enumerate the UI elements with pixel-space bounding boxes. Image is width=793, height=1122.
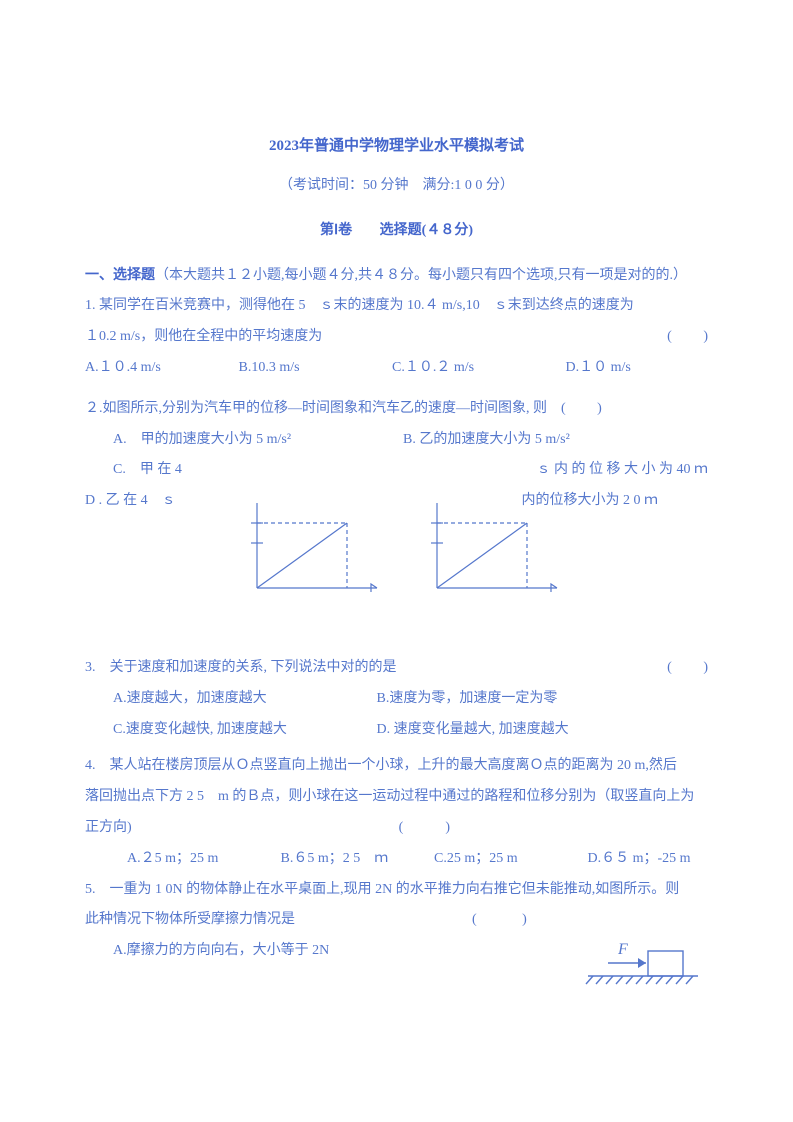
exam-page: 2023年普通中学物理学业水平模拟考试 （考试时间：50 分钟 满分:1 0 0… <box>0 0 793 1122</box>
q5-paren: ( ) <box>472 912 527 927</box>
q3-paren: ( ) <box>667 653 708 684</box>
q2-stem: ２.如图所示,分别为汽车甲的位移—时间图象和汽车乙的速度—时间图象, 则 ( ) <box>85 394 708 425</box>
q1-line2: １0.2 m/s，则他在全程中的平均速度为 ( ) <box>85 322 708 353</box>
q5-figure: F <box>578 936 708 1004</box>
q3-opt-d: D. 速度变化量越大, 加速度越大 <box>377 715 569 746</box>
q2-opt-c-right: ｓ 内 的 位 移 大 小 为 40 ｍ <box>537 455 709 486</box>
q2-opt-c-row: C. 甲 在 4 ｓ 内 的 位 移 大 小 为 40 ｍ <box>85 455 708 486</box>
q1-opt-c: C.１０.２ m/s <box>392 353 562 384</box>
instruction-bold: 一、选择题 <box>85 268 155 283</box>
q3-opts-ab: A.速度越大，加速度越大 B.速度为零，加速度一定为零 <box>85 684 708 715</box>
q5-opt-a: A.摩擦力的方向向右，大小等于 2N <box>85 936 578 967</box>
q4-l2: 落回抛出点下方 2 5 m 的Ｂ点，则小球在这一运动过程中通过的路程和位移分别为… <box>85 782 708 813</box>
q2-opt-b: B. 乙的加速度大小为 5 m/s² <box>403 425 570 456</box>
q5-l2: 此种情况下物体所受摩擦力情况是 <box>85 912 295 927</box>
q4-l1: 4. 某人站在楼房顶层从Ｏ点竖直向上抛出一个小球，上升的最大高度离Ｏ点的距离为 … <box>85 751 708 782</box>
q3-opt-c: C.速度变化越快, 加速度越大 <box>113 715 373 746</box>
graph-svg-right <box>407 493 567 603</box>
q3-opt-b: B.速度为零，加速度一定为零 <box>377 684 558 715</box>
q1-opt-a: A.１０.4 m/s <box>85 353 235 384</box>
q4-options: A.２5 m；25 m B.６5 m；2 5 ｍ C.25 m；25 m D.６… <box>85 844 708 875</box>
q3-stem: 3. 关于速度和加速度的关系, 下列说法中对的的是 <box>85 660 397 675</box>
q4-paren: ( ) <box>399 820 450 835</box>
graph-svg-left <box>227 493 387 603</box>
instruction-rest: （本大题共１２小题,每小题４分,共４８分。每小题只有四个选项,只有一项是对的的.… <box>155 268 687 283</box>
q1-opt-b: B.10.3 m/s <box>239 353 389 384</box>
q3-opt-a: A.速度越大，加速度越大 <box>113 684 373 715</box>
q3-opts-cd: C.速度变化越快, 加速度越大 D. 速度变化量越大, 加速度越大 <box>85 715 708 746</box>
q2-opt-ab: A. 甲的加速度大小为 5 m/s² B. 乙的加速度大小为 5 m/s² <box>85 425 708 456</box>
q2-opt-c-left: C. 甲 在 4 <box>85 455 233 486</box>
section-1-head: 第Ⅰ卷 选择题(４８分) <box>85 216 708 247</box>
q3-stem-row: 3. 关于速度和加速度的关系, 下列说法中对的的是 ( ) <box>85 653 708 684</box>
q4-opt-d: D.６５ m；-25 m <box>588 844 691 875</box>
q4-opt-b: B.６5 m；2 5 ｍ <box>281 844 431 875</box>
q1-opt-d: D.１０ m/s <box>566 353 631 384</box>
q4-l3-row: 正方向) ( ) <box>85 813 708 844</box>
q5-l1: 5. 一重为 1 0N 的物体静止在水平桌面上,现用 2N 的水平推力向右推它但… <box>85 875 708 906</box>
q1-paren: ( ) <box>667 322 708 353</box>
q1-options: A.１０.4 m/s B.10.3 m/s C.１０.２ m/s D.１０ m/… <box>85 353 708 384</box>
q5-l2-row: 此种情况下物体所受摩擦力情况是 ( ) <box>85 905 708 936</box>
section-1-head-a: 第Ⅰ卷 <box>320 223 352 238</box>
q2-graph-left <box>227 493 387 603</box>
q2-opt-a: A. 甲的加速度大小为 5 m/s² <box>113 425 403 456</box>
q1-line2-text: １0.2 m/s，则他在全程中的平均速度为 <box>85 329 322 344</box>
exam-info: （考试时间：50 分钟 满分:1 0 0 分） <box>85 171 708 202</box>
force-label: F <box>617 941 628 958</box>
section-1-head-b: 选择题(４８分) <box>380 223 473 238</box>
q4-opt-a: A.２5 m；25 m <box>127 844 277 875</box>
exam-title: 2023年普通中学物理学业水平模拟考试 <box>85 130 708 163</box>
force-block-icon: F <box>578 936 708 991</box>
q2-graph-right <box>407 493 567 603</box>
q4-opt-c: C.25 m；25 m <box>434 844 584 875</box>
instruction: 一、选择题（本大题共１２小题,每小题４分,共４８分。每小题只有四个选项,只有一项… <box>85 261 708 292</box>
q4-l3: 正方向) <box>85 820 132 835</box>
q2-opt-d-left: D . 乙 在 4 ｓ <box>85 486 225 517</box>
q1-line1: 1. 某同学在百米竞赛中，测得他在 5 ｓ末的速度为 10.４ m/s,10 ｓ… <box>85 291 708 322</box>
